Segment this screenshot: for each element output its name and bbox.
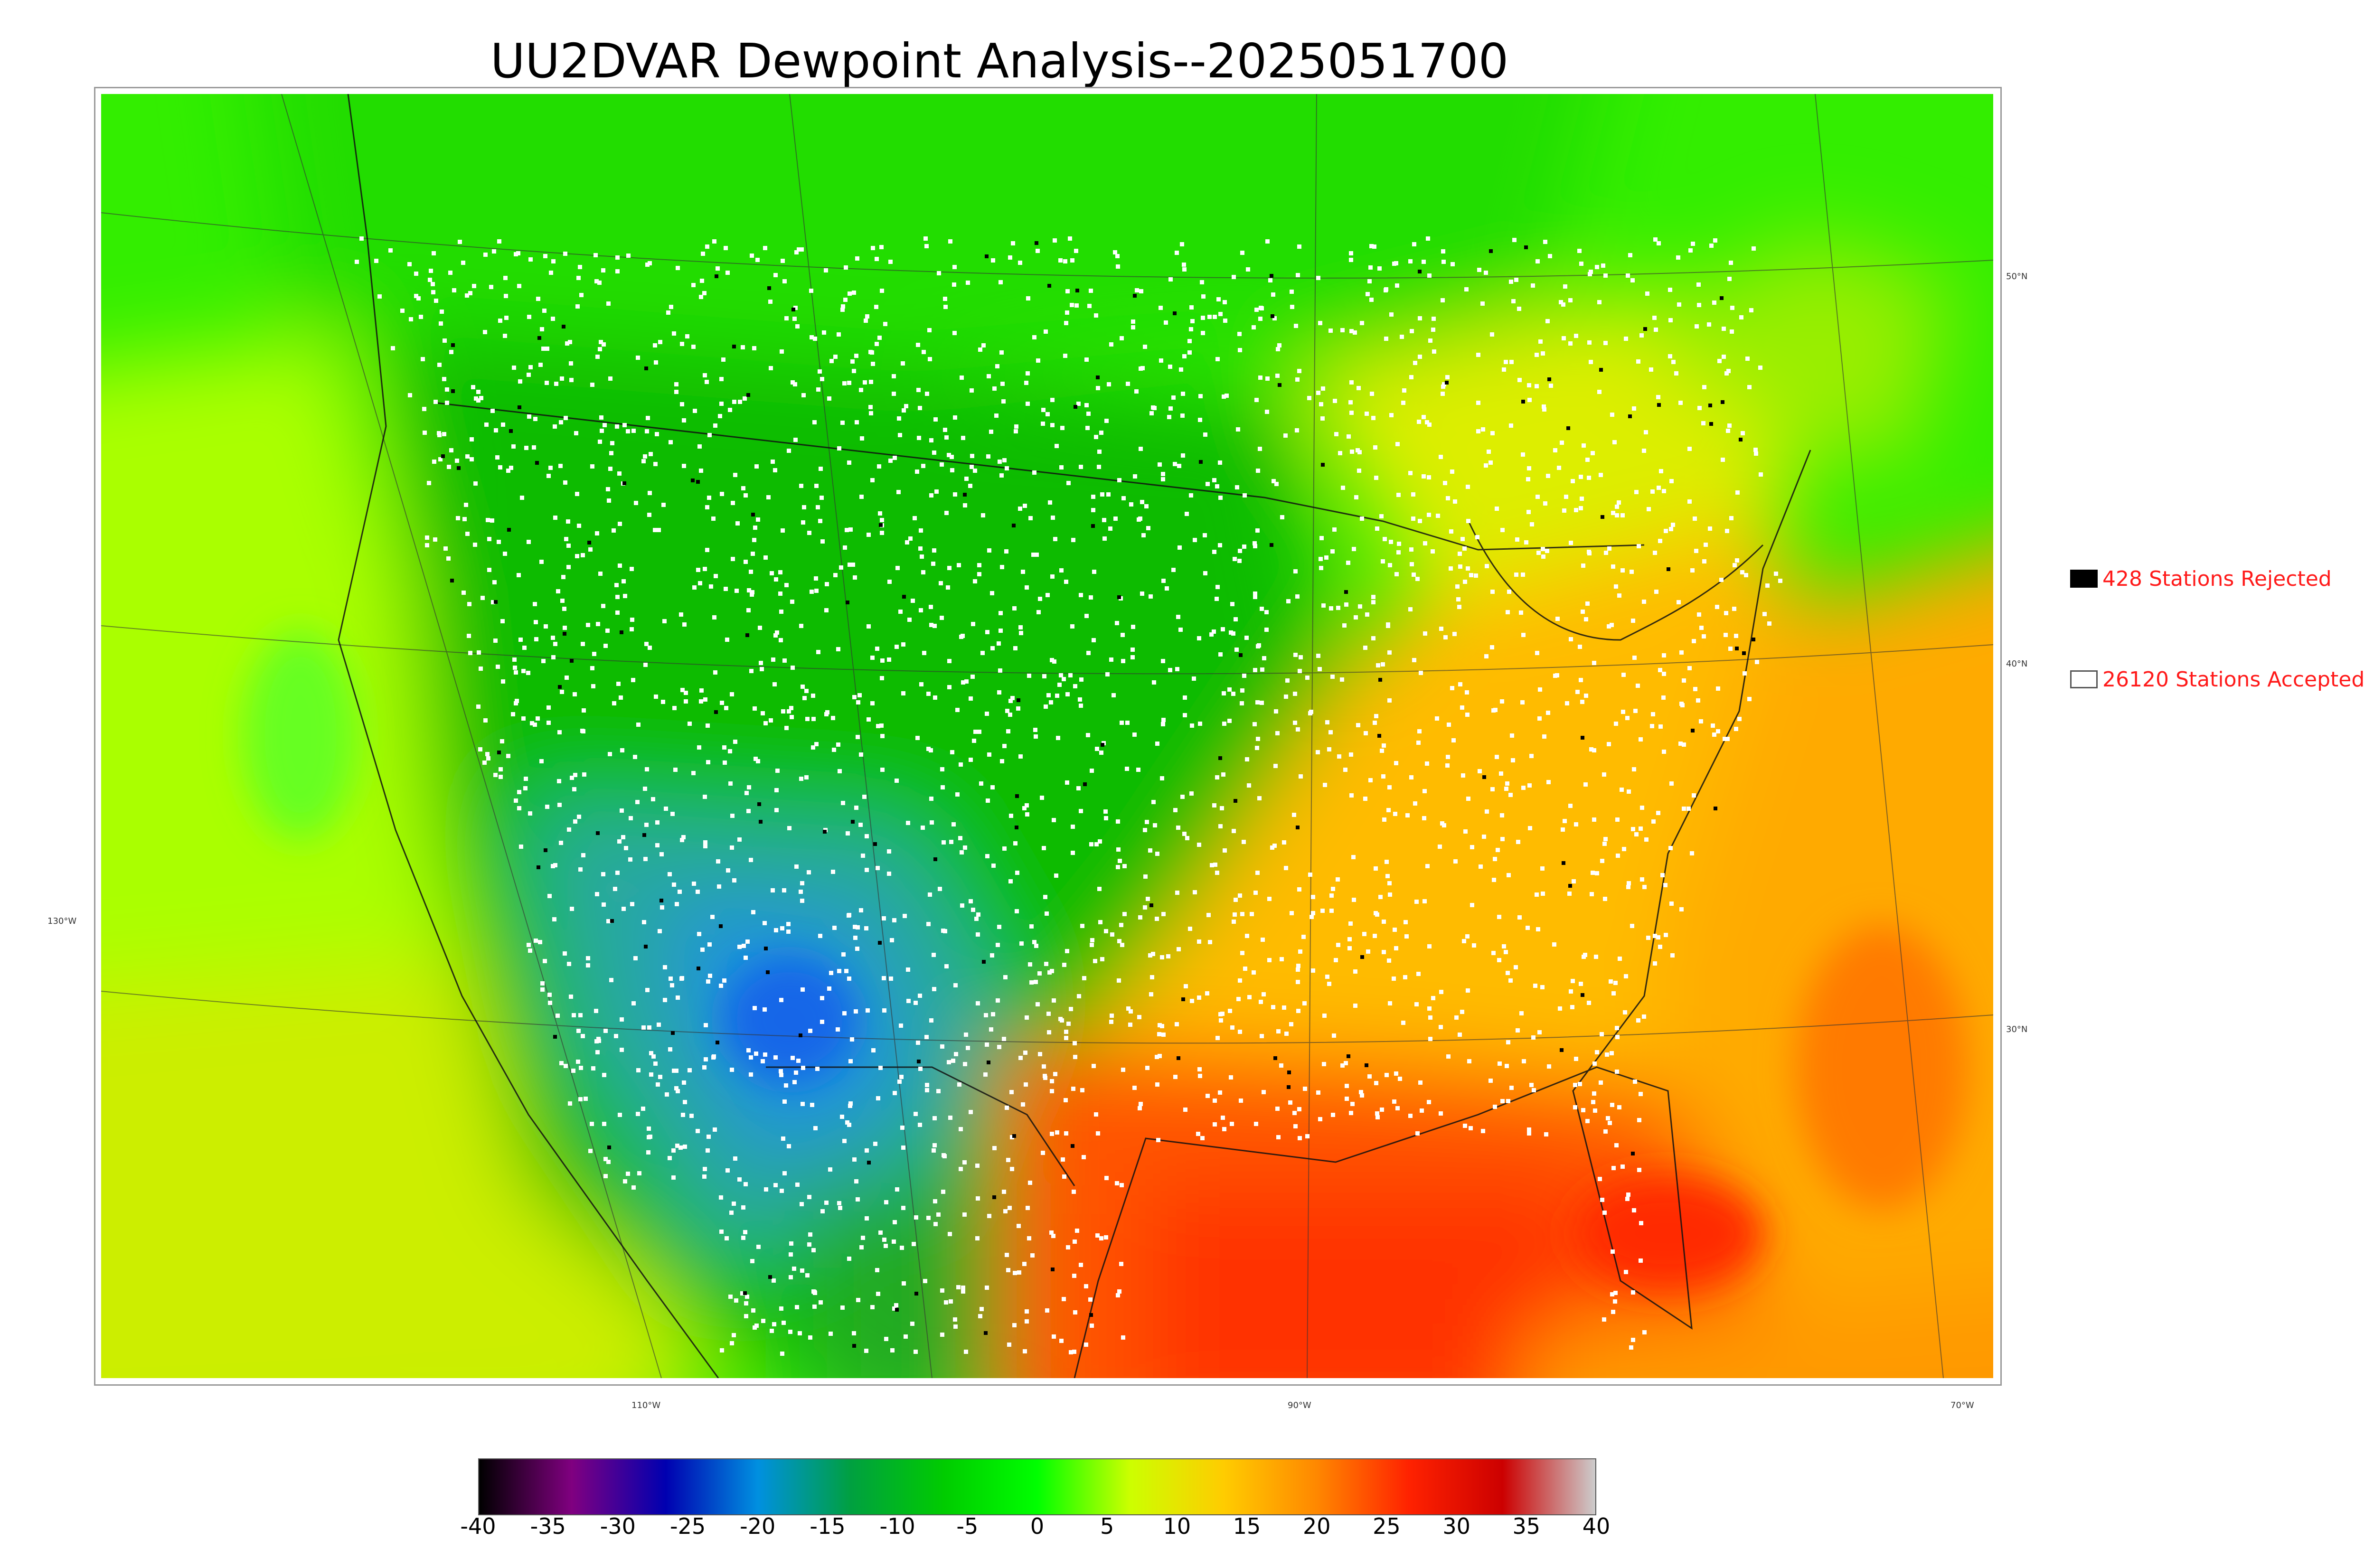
legend-accepted-swatch [2070,670,2098,688]
colorbar-tick-label: 25 [1373,1513,1401,1539]
colorbar-tick-label: -25 [670,1513,706,1539]
longitude-label-70w: 70°W [1950,1400,1974,1410]
legend-rejected-label: 428 Stations Rejected [2102,567,2332,591]
map-frame [94,87,2002,1386]
map-title: UU2DVAR Dewpoint Analysis--2025051700 [0,33,1999,89]
latitude-label-30n: 30°N [2006,1024,2027,1034]
accepted-stations-layer [355,236,1782,1356]
dewpoint-map [101,94,1993,1378]
colorbar-tick-label: -10 [880,1513,915,1539]
longitude-label-110w: 110°W [631,1400,660,1410]
legend-accepted-label: 26120 Stations Accepted [2102,667,2365,692]
longitude-label-90w: 90°W [1288,1400,1311,1410]
latitude-label-50n: 50°N [2006,272,2027,282]
colorbar-tick-label: 5 [1100,1513,1114,1539]
colorbar-tick-label: 0 [1030,1513,1044,1539]
colorbar-tick-label: 40 [1583,1513,1611,1539]
colorbar-tick-label: 10 [1163,1513,1191,1539]
colorbar [478,1458,1596,1515]
colorbar-tick-label: -40 [460,1513,496,1539]
colorbar-tick-label: -5 [956,1513,978,1539]
colorbar-tick-label: 30 [1442,1513,1470,1539]
colorbar-tick-label: -30 [600,1513,636,1539]
legend-rejected-swatch [2070,570,2098,588]
colorbar-tick-label: -15 [810,1513,845,1539]
colorbar-tick-label: -35 [530,1513,566,1539]
colorbar-tick-label: -20 [740,1513,775,1539]
colorbar-tick-label: 15 [1233,1513,1261,1539]
longitude-label-130w: 130°W [47,916,76,926]
latitude-label-40n: 40°N [2006,659,2027,669]
colorbar-tick-label: 35 [1513,1513,1541,1539]
rejected-stations-layer [441,241,1755,1348]
colorbar-tick-label: 20 [1303,1513,1331,1539]
